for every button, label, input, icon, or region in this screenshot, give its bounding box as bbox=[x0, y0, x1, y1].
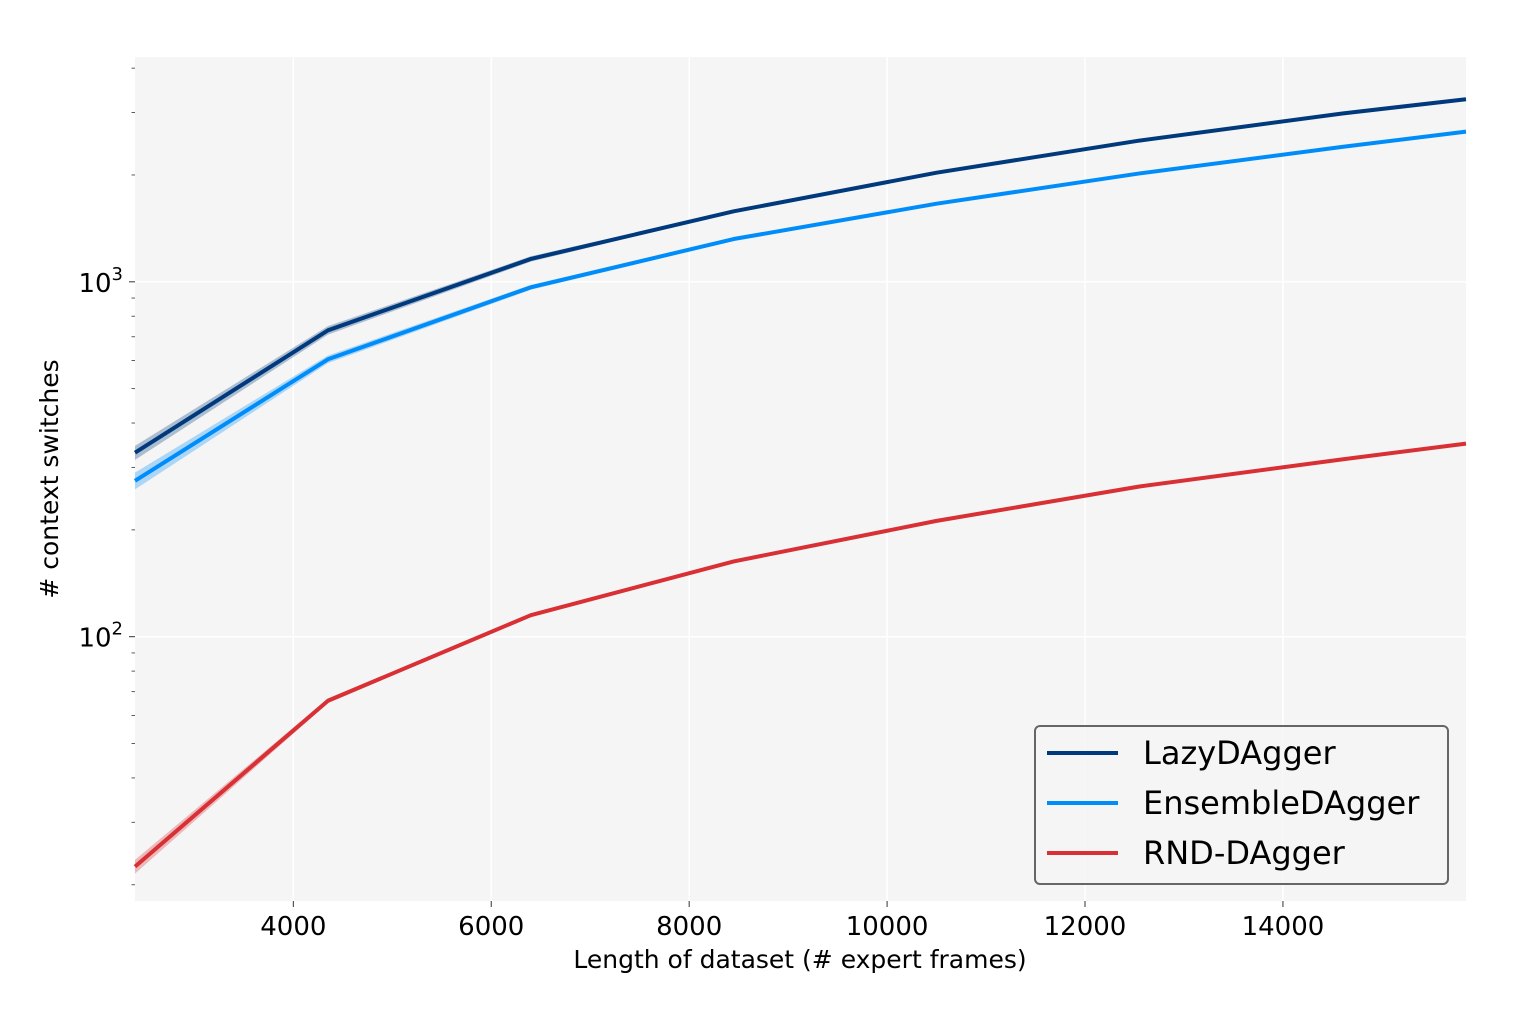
legend: LazyDAgger EnsembleDAgger RND-DAgger bbox=[1034, 725, 1449, 885]
legend-label: EnsembleDAgger bbox=[1143, 784, 1420, 822]
legend-box bbox=[1034, 725, 1449, 885]
series-line bbox=[133, 97, 1467, 455]
x-tick-label: 4000 bbox=[260, 912, 326, 942]
x-tick-label: 10000 bbox=[846, 912, 929, 942]
x-axis-label: Length of dataset (# expert frames) bbox=[573, 945, 1026, 974]
y-tick-label: 102 bbox=[78, 619, 123, 654]
series-line bbox=[133, 441, 1467, 869]
x-tick-label: 14000 bbox=[1242, 912, 1325, 942]
x-tick-label: 12000 bbox=[1044, 912, 1127, 942]
y-axis: 102 103 bbox=[78, 67, 135, 886]
series-lines bbox=[133, 97, 1467, 869]
y-axis-label: # context switches bbox=[35, 359, 64, 598]
series-line bbox=[133, 129, 1467, 483]
legend-label: LazyDAgger bbox=[1143, 734, 1336, 772]
grid bbox=[135, 57, 1466, 901]
legend-label: RND-DAgger bbox=[1143, 834, 1346, 872]
y-tick-label: 103 bbox=[78, 264, 123, 299]
x-axis: 4000 6000 8000 10000 12000 14000 bbox=[260, 901, 1324, 942]
x-tick-label: 6000 bbox=[458, 912, 524, 942]
x-tick-label: 8000 bbox=[656, 912, 722, 942]
